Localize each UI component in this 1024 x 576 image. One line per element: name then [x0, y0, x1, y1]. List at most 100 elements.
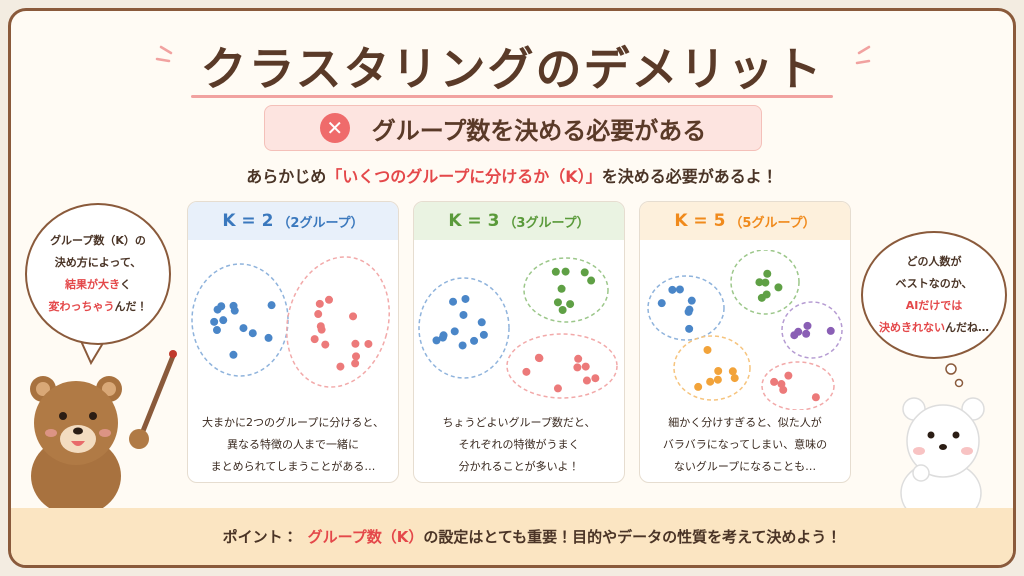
- data-point: [581, 362, 590, 371]
- footer-label: ポイント：: [222, 528, 298, 546]
- card-description: 大まかに2つのグループに分けると、 異なる特徴の人まで一緒に まとめられてしまうこと…: [188, 412, 398, 478]
- bubble-text: 決め方によって、: [54, 256, 142, 269]
- data-point: [352, 352, 361, 361]
- data-point: [803, 321, 812, 330]
- footer-text: の設定はとても重要！目的やデータの性質を考えて決めよう！: [423, 528, 842, 546]
- description-line: 大まかに2つのグループに分けると、: [202, 416, 384, 429]
- data-point: [267, 301, 276, 310]
- problem-box: ✕ グループ数を決める必要がある: [264, 105, 762, 151]
- data-point: [351, 339, 360, 348]
- bubble-line: 決め方によって、: [55, 252, 142, 274]
- title: クラスタリングのデメリット: [200, 42, 824, 96]
- data-point: [229, 350, 238, 359]
- data-point: [694, 382, 703, 391]
- data-point: [762, 290, 771, 299]
- cluster-plot: [647, 250, 843, 410]
- data-point: [582, 376, 591, 385]
- lead-highlight: 「いくつのグループに分けるか（K）」: [326, 167, 602, 186]
- speech-bubble: グループ数（K）の 決め方によって、結果が大きく 変わっちゃうんだ！: [25, 203, 171, 345]
- bubble-line: どの人数が: [907, 251, 962, 273]
- card-groups: （5グループ）: [729, 215, 816, 231]
- data-point: [703, 345, 712, 354]
- description-line: ないグループになることも…: [673, 460, 817, 473]
- data-point: [219, 316, 228, 325]
- data-point: [314, 310, 323, 319]
- cross-icon: ✕: [319, 113, 350, 143]
- bubble-line: ベストなのか、: [896, 273, 973, 295]
- card-k: K = 5: [674, 211, 726, 231]
- card-header: K = 5 （5グループ）: [640, 202, 850, 240]
- data-point: [310, 335, 319, 344]
- data-point: [770, 377, 779, 386]
- data-point: [264, 333, 273, 342]
- description-line: バラバラになってしまい、意味の: [662, 438, 828, 451]
- data-point: [212, 326, 221, 335]
- data-point: [826, 326, 835, 335]
- cluster-outline: [523, 257, 609, 323]
- data-point: [522, 367, 531, 376]
- data-point: [461, 294, 470, 303]
- data-point: [321, 340, 330, 349]
- data-point: [714, 366, 723, 375]
- data-point: [591, 374, 600, 383]
- data-point: [730, 374, 739, 383]
- data-point: [248, 329, 257, 338]
- problem-text: グループ数を決める必要がある: [371, 116, 707, 145]
- data-point: [573, 363, 582, 372]
- data-point: [439, 331, 448, 340]
- card-k: K = 2: [222, 211, 274, 231]
- description-line: 異なる特徴の人まで一緒に: [227, 438, 359, 451]
- bubble-text: 決めきれない: [879, 321, 945, 334]
- description-line: 細かく分けすぎると、似た人が: [668, 416, 822, 429]
- data-point: [315, 299, 324, 308]
- data-point: [553, 384, 562, 393]
- data-point: [675, 285, 684, 294]
- bubble-text: グループ数（K）の: [50, 234, 146, 247]
- card-groups: （3グループ）: [503, 215, 590, 231]
- bubble-line: 結果が大きく: [65, 274, 131, 296]
- card-header: K = 3 （3グループ）: [414, 202, 624, 240]
- data-point: [802, 329, 811, 338]
- data-point: [432, 336, 441, 345]
- cluster-card: K = 3 （3グループ） ちょうどよいグループ数だと、 それぞれの特徴がうまく 分かれ…: [413, 201, 625, 483]
- description-line: それぞれの特徴がうまく: [458, 438, 580, 451]
- cluster-outline: [781, 301, 843, 359]
- bubble-line: 変わっちゃうんだ！: [49, 296, 148, 318]
- decorations: [30, 45, 985, 552]
- bubble-text: どの人数が: [906, 255, 962, 268]
- card-k: K = 3: [448, 211, 500, 231]
- bubble-text: 結果が大き: [65, 278, 120, 291]
- data-point: [685, 305, 694, 314]
- data-point: [458, 341, 467, 350]
- data-point: [685, 324, 694, 333]
- description-line: 分かれることが多いよ！: [458, 460, 580, 473]
- card-header: K = 2 （2グループ）: [188, 202, 398, 240]
- cluster-card: K = 2 （2グループ） 大まかに2つのグループに分けると、 異なる特徴の人まで一緒…: [187, 201, 399, 483]
- data-point: [213, 305, 222, 314]
- data-point: [336, 362, 345, 371]
- cluster-outline: [418, 277, 510, 379]
- slide: クラスタリングのデメリット ✕ グループ数を決める必要がある あらかじめ「いくつ…: [8, 8, 1016, 568]
- lead-text: あらかじめ: [246, 167, 327, 186]
- data-point: [459, 310, 468, 319]
- bubble-text: AIだけでは: [905, 299, 963, 312]
- cluster-outline: [673, 335, 751, 401]
- cluster-plot: [191, 256, 390, 388]
- data-point: [668, 285, 677, 294]
- data-point: [553, 298, 562, 307]
- data-point: [470, 336, 479, 345]
- data-point: [755, 278, 764, 287]
- footer-highlight: グループ数（K）: [307, 528, 424, 546]
- data-point: [784, 371, 793, 380]
- bubble-text: 変わっちゃう: [48, 300, 115, 313]
- bubble-line: AIだけでは: [906, 295, 963, 317]
- data-point: [811, 393, 820, 402]
- data-point: [558, 306, 567, 315]
- cluster-outline: [647, 275, 725, 341]
- data-point: [479, 330, 488, 339]
- lead-text: を決める必要があるよ！: [601, 167, 778, 186]
- cluster-outline: [730, 250, 800, 315]
- data-point: [790, 331, 799, 340]
- data-point: [574, 354, 583, 363]
- card-description: 細かく分けすぎると、似た人が バラバラになってしまい、意味の ないグループになること…: [640, 412, 850, 478]
